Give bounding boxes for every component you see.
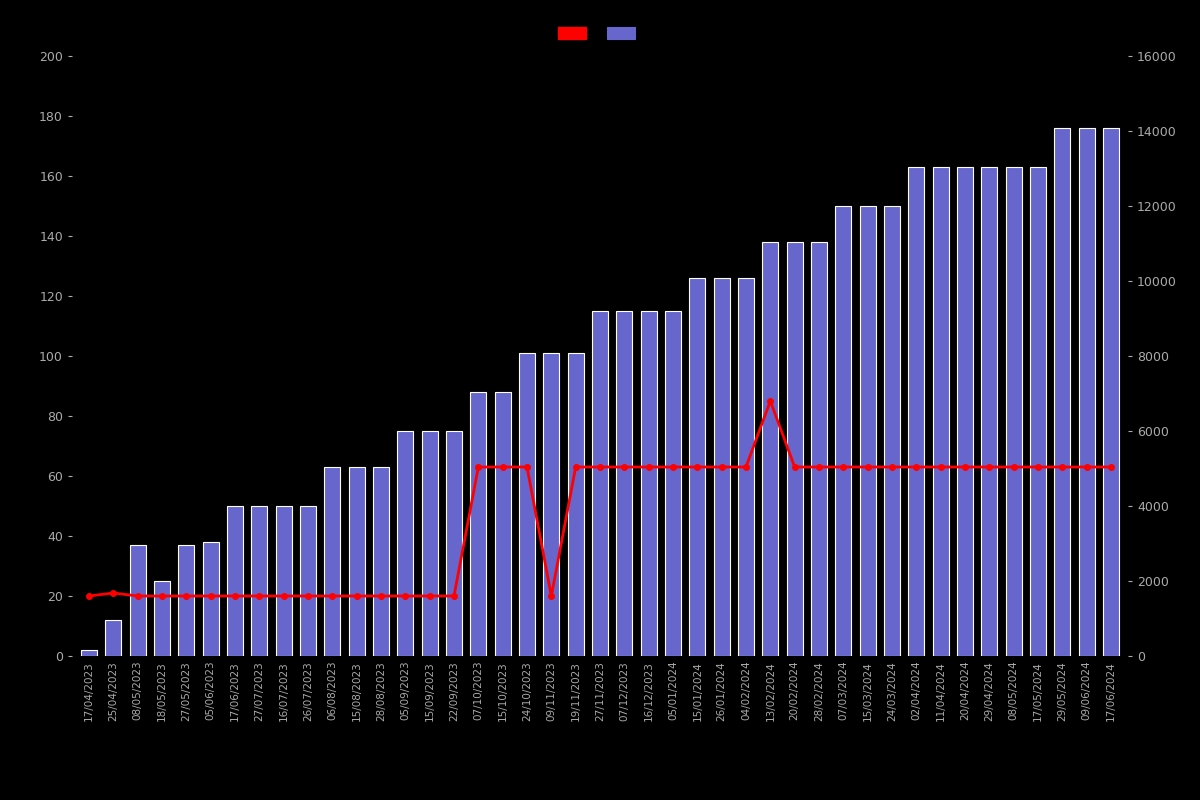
- Bar: [1030, 167, 1046, 656]
- Bar: [859, 206, 876, 656]
- Bar: [349, 467, 365, 656]
- Bar: [738, 278, 754, 656]
- Bar: [835, 206, 851, 656]
- Bar: [811, 242, 827, 656]
- Bar: [373, 467, 389, 656]
- Bar: [106, 620, 121, 656]
- Bar: [1006, 167, 1021, 656]
- Bar: [544, 353, 559, 656]
- Bar: [470, 392, 486, 656]
- Bar: [617, 311, 632, 656]
- Bar: [908, 167, 924, 656]
- Bar: [397, 431, 413, 656]
- Legend: , : ,: [558, 27, 642, 41]
- Bar: [300, 506, 316, 656]
- Bar: [982, 167, 997, 656]
- Bar: [568, 353, 583, 656]
- Bar: [276, 506, 292, 656]
- Bar: [787, 242, 803, 656]
- Bar: [641, 311, 656, 656]
- Bar: [958, 167, 973, 656]
- Bar: [690, 278, 706, 656]
- Bar: [203, 542, 218, 656]
- Bar: [932, 167, 948, 656]
- Bar: [421, 431, 438, 656]
- Bar: [82, 650, 97, 656]
- Bar: [592, 311, 608, 656]
- Bar: [1103, 128, 1118, 656]
- Bar: [494, 392, 510, 656]
- Bar: [1079, 128, 1094, 656]
- Bar: [714, 278, 730, 656]
- Bar: [884, 206, 900, 656]
- Bar: [762, 242, 779, 656]
- Bar: [179, 545, 194, 656]
- Bar: [1055, 128, 1070, 656]
- Bar: [252, 506, 268, 656]
- Bar: [446, 431, 462, 656]
- Bar: [130, 545, 145, 656]
- Bar: [154, 581, 170, 656]
- Bar: [227, 506, 242, 656]
- Bar: [665, 311, 680, 656]
- Bar: [520, 353, 535, 656]
- Bar: [324, 467, 341, 656]
